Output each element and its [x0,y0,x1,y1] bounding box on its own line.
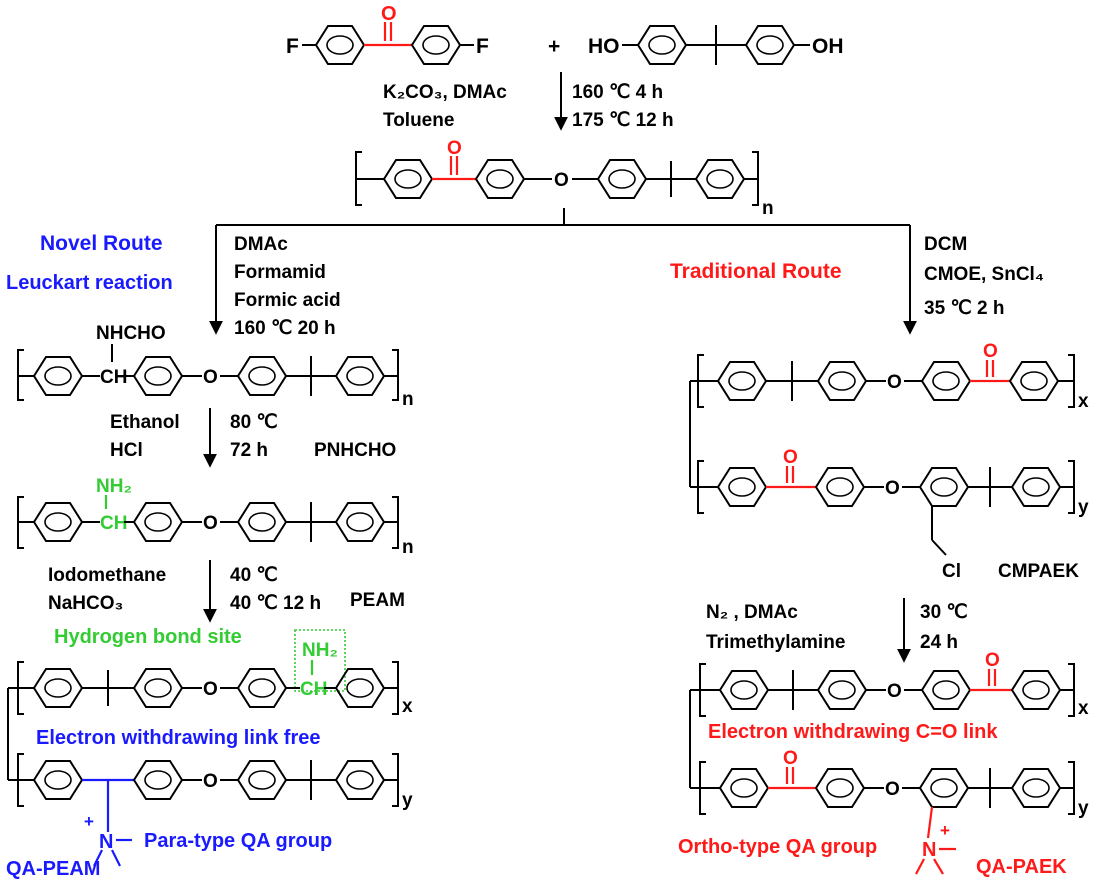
reagent-nahco3: NaHCO₃ [48,593,123,614]
peam-nh2-group: NH₂ [96,476,132,497]
peam-name: PEAM [350,590,405,611]
qa-paek-carbonyl-oxygen-bottom: O [783,748,798,769]
cmpaek-carbonyl-oxygen-top: O [983,341,998,362]
right-reagent-cmoe-sncl4: CMOE, SnCl₄ [924,264,1044,285]
cmpaek-ether-oxygen-bottom: O [885,478,900,499]
qa-peam-polymer: Hydrogen bond site O CH NH₂ x Electron w… [6,626,413,880]
reagent-k2co3-dmac: K₂CO₃, DMAc [383,82,507,103]
pnhcho-nhcho-group: NHCHO [96,323,166,344]
qa-peam-nh2-group: NH₂ [302,640,338,661]
peam-ch-label: CH [100,513,127,534]
peam-ether-oxygen: O [203,513,218,534]
paek-repeat-n: n [762,198,774,219]
left-reagent-formamid: Formamid [234,262,326,283]
pnhcho-repeat-n: n [402,389,414,410]
cmpaek-ether-oxygen-top: O [887,372,902,393]
right-reagent-dcm: DCM [924,234,967,255]
hydroxyl-label-right: OH [812,35,844,58]
hydrolysis-time: 72 h [230,440,268,461]
difluorobenzophenone: F O F [286,3,489,65]
qa-paek-repeat-x: x [1078,698,1089,719]
qa-peam-ch-label: CH [300,679,327,700]
hydrogen-bond-site-box [294,629,346,692]
methylation-temperature: 40 ℃ [230,565,278,586]
paek-ether-oxygen: O [554,170,569,191]
qa-paek-polymer: O O x Electron withdrawing C=O link O O [678,650,1089,878]
pnhcho-name: PNHCHO [314,440,396,461]
fluorine-label-left: F [286,35,299,58]
left-reagent-dmac: DMAc [234,234,288,255]
qa-peam-positive-charge: + [84,812,94,831]
peam-repeat-n: n [402,537,414,558]
cmpaek-carbonyl-oxygen-bottom: O [783,447,798,468]
qa-peam-nitrogen: N [99,831,113,853]
qa-paek-ether-oxygen-bottom: O [885,779,900,800]
pnhcho-ether-oxygen: O [203,367,218,388]
left-reagent-conditions: 160 ℃ 20 h [234,318,336,339]
qa-paek-ether-oxygen-top: O [887,681,902,702]
qa-paek-repeat-y: y [1078,798,1089,819]
qa-peam-ether-oxygen-bottom: O [203,771,218,792]
qa-peam-ether-oxygen-top: O [203,679,218,700]
pnhcho-ch-label: CH [100,367,127,388]
qa-paek-electron-label: Electron withdrawing C=O link [708,721,998,743]
hydroxyl-label-left: HO [588,35,620,58]
reagent-hcl: HCl [110,440,143,461]
reagent-ethanol: Ethanol [110,412,180,433]
cmpaek-repeat-x: x [1078,391,1089,412]
cmpaek-repeat-y: y [1078,497,1089,518]
ortho-type-qa-group-label: Ortho-type QA group [678,836,877,858]
carbonyl-oxygen: O [381,3,397,25]
qa-paek-carbonyl-oxygen-top: O [985,650,1000,671]
qa-paek-name: QA-PAEK [976,856,1067,878]
cmpaek-name: CMPAEK [998,561,1079,582]
condition-175c-12h: 175 ℃ 12 h [572,110,674,131]
amination-time: 24 h [920,632,958,653]
peam-polymer: CH NH₂ O n [17,476,414,558]
qa-peam-repeat-x: x [402,696,413,717]
paek-carbonyl-oxygen: O [447,138,462,159]
cmpaek-chlorine: Cl [942,561,961,582]
pnhcho-polymer: CH NHCHO O n [17,323,414,410]
reagent-n2-dmac: N₂ , DMAc [706,602,798,623]
traditional-route-title: Traditional Route [670,260,842,283]
qa-peam-repeat-y: y [402,790,413,811]
para-type-qa-group-label: Para-type QA group [144,830,332,852]
paek-polymer: O O n [355,138,774,219]
reagent-iodomethane: Iodomethane [48,565,166,586]
hydrolysis-temperature: 80 ℃ [230,412,278,433]
fluorine-label-right: F [476,35,489,58]
qa-peam-electron-label: Electron withdrawing link free [36,727,321,749]
condition-160c-4h: 160 ℃ 4 h [572,82,663,103]
novel-route-title: Novel Route [40,232,163,255]
hydrogen-bond-site-label: Hydrogen bond site [54,626,242,648]
reagent-trimethylamine: Trimethylamine [706,632,845,653]
qa-peam-name: QA-PEAM [6,858,100,880]
leuckart-reaction-label: Leuckart reaction [6,272,173,294]
reagent-toluene: Toluene [383,110,454,131]
cmpaek-polymer: O O x O O y [689,341,1089,582]
bisphenol-a: HO OH [588,25,844,65]
qa-paek-positive-charge: + [940,821,950,840]
qa-paek-nitrogen: N [922,839,936,861]
plus-sign: + [548,35,560,58]
right-reagent-conditions: 35 ℃ 2 h [924,298,1004,319]
amination-temperature: 30 ℃ [920,602,968,623]
methylation-condition: 40 ℃ 12 h [230,593,321,614]
left-reagent-formic-acid: Formic acid [234,290,341,311]
